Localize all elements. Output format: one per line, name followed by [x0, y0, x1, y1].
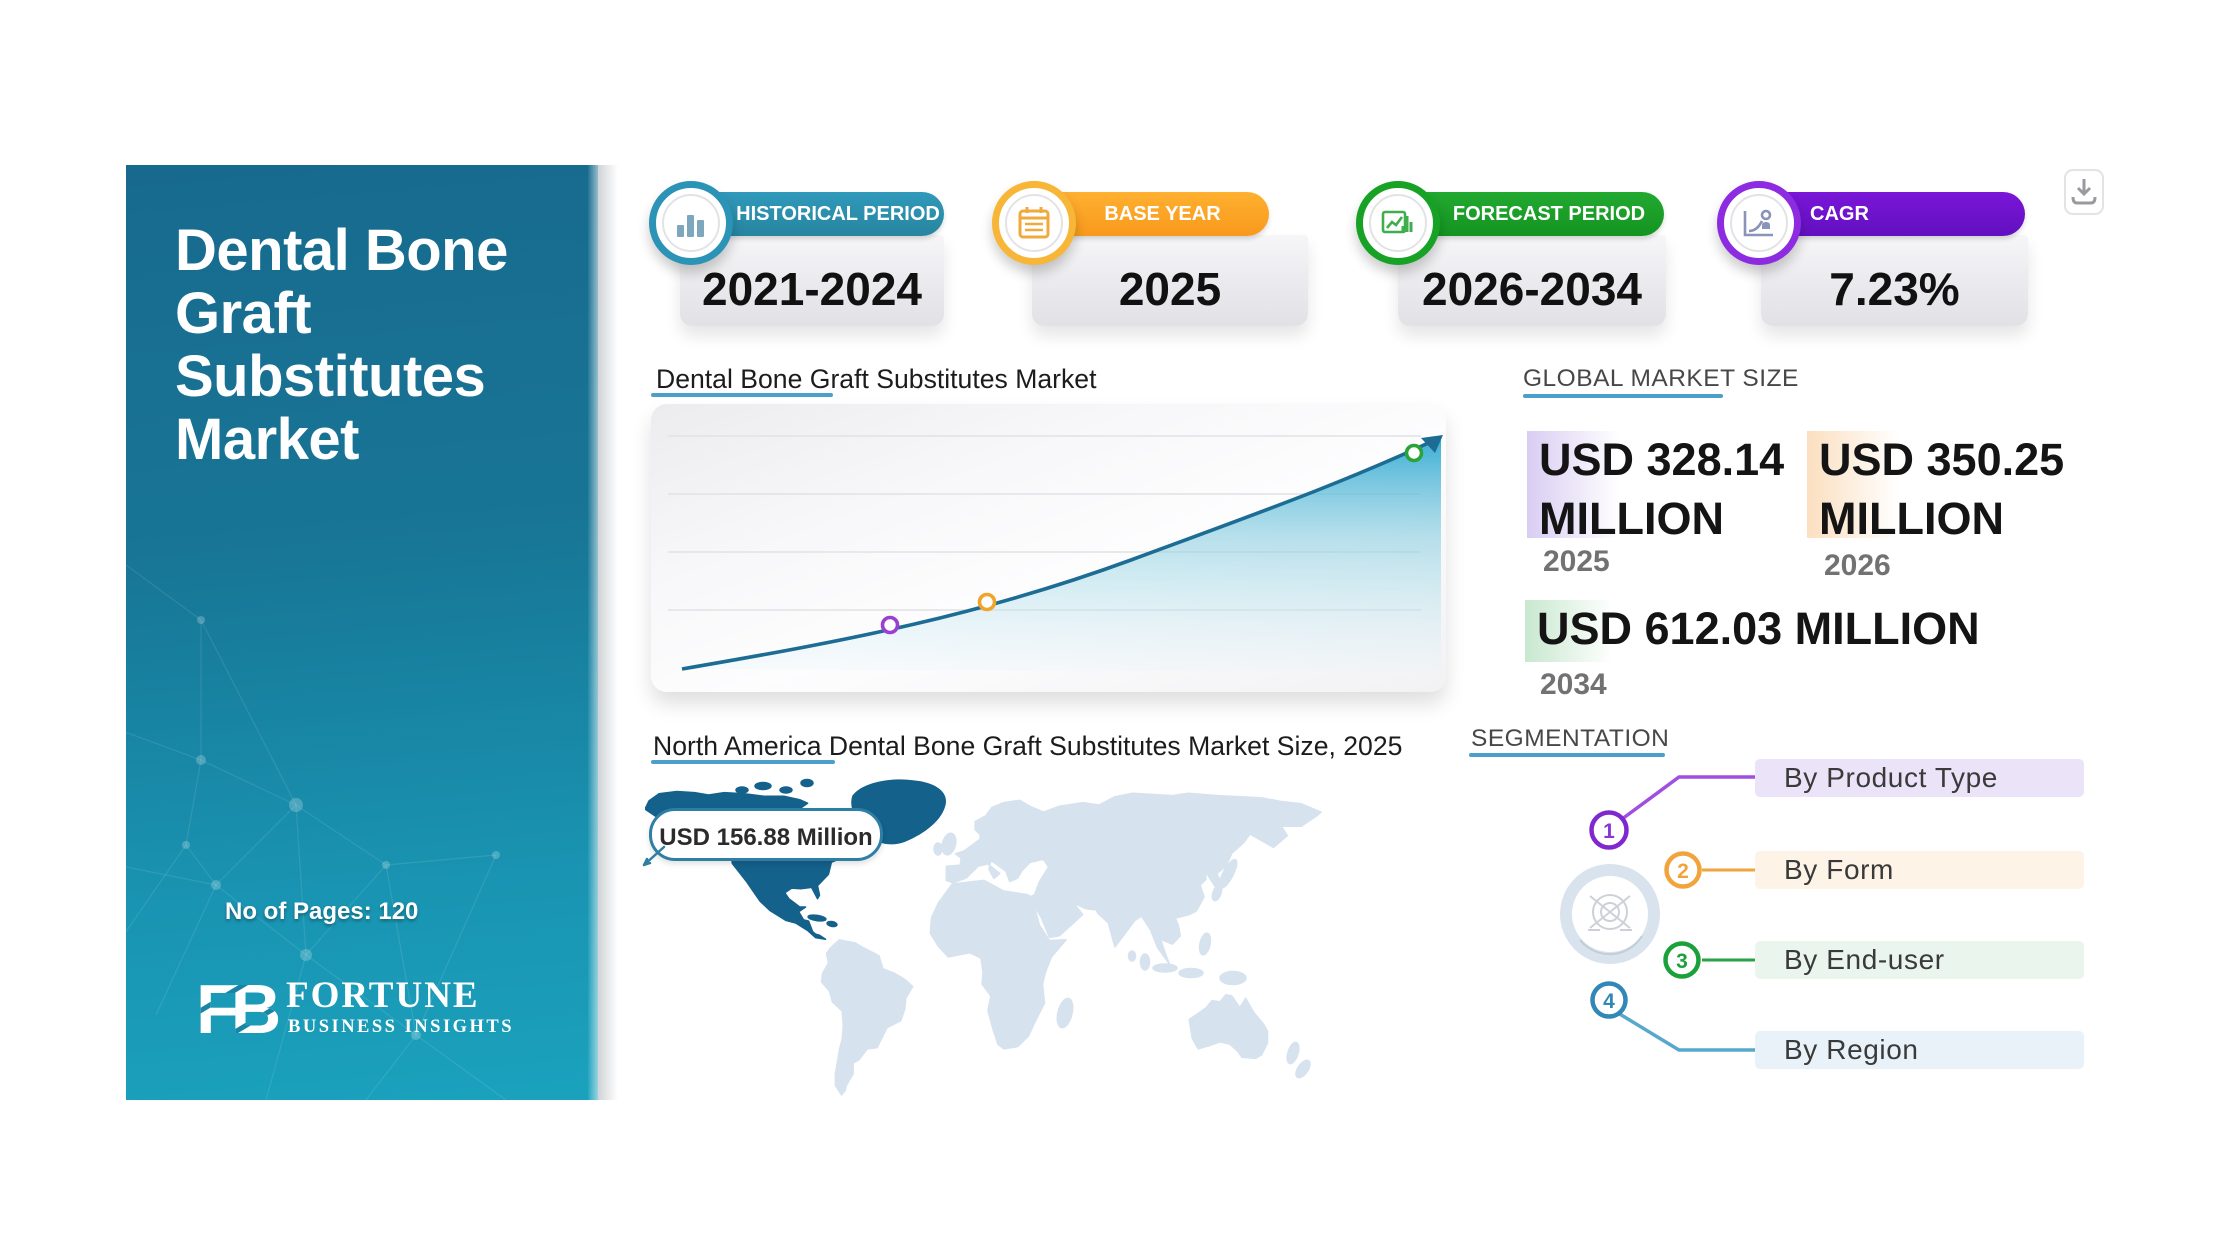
svg-text:FORTUNE: FORTUNE	[286, 975, 480, 1016]
svg-text:3: 3	[1676, 950, 1688, 973]
svg-text:2: 2	[1677, 860, 1689, 883]
svg-text:BUSINESS INSIGHTS: BUSINESS INSIGHTS	[288, 1017, 514, 1037]
svg-text:1: 1	[1603, 820, 1615, 843]
svg-text:4: 4	[1603, 990, 1615, 1013]
